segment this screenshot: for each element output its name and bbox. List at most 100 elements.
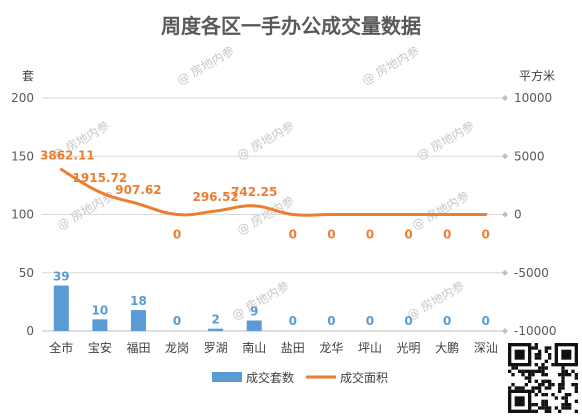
bar-data-label: 0 [173, 314, 181, 328]
category-label: 光明 [397, 341, 421, 355]
left-tick-label: 100 [11, 208, 34, 222]
qr-finder-core [514, 349, 525, 360]
qr-module [524, 376, 528, 380]
qr-module [528, 376, 532, 380]
watermark-text: @ 房地内参 [174, 43, 237, 88]
watermark-text: @ 房地内参 [404, 278, 467, 323]
category-label: 深汕 [474, 341, 498, 355]
qr-module [534, 403, 538, 407]
right-tick-marker [502, 328, 508, 334]
qr-module [538, 386, 542, 390]
qr-module [561, 376, 565, 380]
qr-module [541, 403, 545, 407]
qr-module [541, 399, 545, 403]
right-tick-label: -5000 [514, 266, 549, 280]
qr-module [534, 343, 538, 347]
qr-module [561, 386, 565, 390]
qr-module [568, 393, 572, 397]
category-label: 福田 [126, 340, 150, 355]
qr-module [544, 386, 548, 390]
qr-module [538, 356, 542, 360]
qr-module [544, 379, 548, 383]
watermark-text: @ 房地内参 [409, 188, 472, 233]
qr-module [544, 346, 548, 350]
category-label: 坪山 [358, 341, 382, 355]
line-data-label: 296.52 [192, 190, 238, 204]
qr-module [538, 383, 542, 387]
qr-module [538, 406, 542, 410]
qr-module [548, 346, 552, 350]
qr-module [551, 363, 555, 367]
qr-module [521, 373, 525, 377]
qr-module [564, 373, 568, 377]
legend: 成交套数 成交面积 [212, 370, 388, 385]
bar-data-label: 0 [443, 314, 451, 328]
right-tick-marker [502, 269, 508, 276]
bar-series [53, 285, 262, 331]
qr-module [528, 373, 532, 377]
bar-data-label: 0 [404, 314, 412, 328]
category-label: 宝安 [88, 340, 112, 355]
qr-module [568, 403, 572, 407]
line-data-label: 0 [366, 228, 374, 242]
line-data-label: 907.62 [115, 183, 161, 197]
right-tick-marker [502, 95, 508, 101]
qr-finder-core [561, 349, 572, 360]
qr-module [574, 389, 578, 393]
legend-label: 成交套数 [246, 370, 294, 385]
line-data-label: 0 [173, 228, 181, 242]
qr-module [541, 393, 545, 397]
qr-module [544, 409, 548, 413]
bar [92, 319, 108, 331]
bar-data-label: 0 [366, 314, 374, 328]
qr-module [511, 366, 515, 370]
bar-data-label: 9 [250, 305, 258, 319]
qr-module [561, 383, 565, 387]
bar-data-label: 18 [130, 294, 147, 308]
category-labels: 全市 宝安 福田 龙岗 罗湖 南山 盐田 龙华 坪山 光明 大鹏 深汕 [49, 340, 497, 355]
qr-module [521, 386, 525, 390]
qr-module [548, 356, 552, 360]
qr-module [561, 369, 565, 373]
legend-swatch-bar [212, 372, 242, 382]
qr-module [564, 396, 568, 400]
left-tick-label: 50 [19, 266, 34, 280]
qr-module [544, 406, 548, 410]
bar-data-labels: 39 10 18 0 2 9 0 0 0 0 0 0 [53, 270, 490, 328]
qr-module [514, 366, 518, 370]
qr-module [574, 376, 578, 380]
left-axis-ticks: 0 50 100 150 200 [11, 91, 34, 338]
qr-module [534, 379, 538, 383]
qr-module [518, 369, 522, 373]
qr-module [538, 389, 542, 393]
right-axis-unit: 平方米 [519, 68, 555, 83]
bar-data-label: 2 [211, 313, 219, 327]
qr-module [544, 393, 548, 397]
qr-module [534, 393, 538, 397]
qr-module [508, 386, 512, 390]
qr-module [534, 363, 538, 367]
qr-module [558, 373, 562, 377]
line-data-label: 0 [327, 228, 335, 242]
qr-module [548, 409, 552, 413]
qr-module [524, 369, 528, 373]
qr-module [528, 379, 532, 383]
bar-data-label: 0 [482, 314, 490, 328]
qr-module [541, 383, 545, 387]
bar [53, 285, 69, 331]
qr-module [548, 406, 552, 410]
bar-data-label: 0 [289, 314, 297, 328]
qr-module [558, 386, 562, 390]
qr-module [514, 386, 518, 390]
qr-module [541, 363, 545, 367]
line-data-label: 0 [289, 228, 297, 242]
qr-module [548, 379, 552, 383]
qr-module [521, 369, 525, 373]
qr-module [541, 373, 545, 377]
watermark-text: @ 房地内参 [234, 193, 297, 238]
right-tick-label: 0 [514, 208, 522, 222]
qr-module [508, 369, 512, 373]
left-axis-unit: 套 [22, 69, 34, 83]
